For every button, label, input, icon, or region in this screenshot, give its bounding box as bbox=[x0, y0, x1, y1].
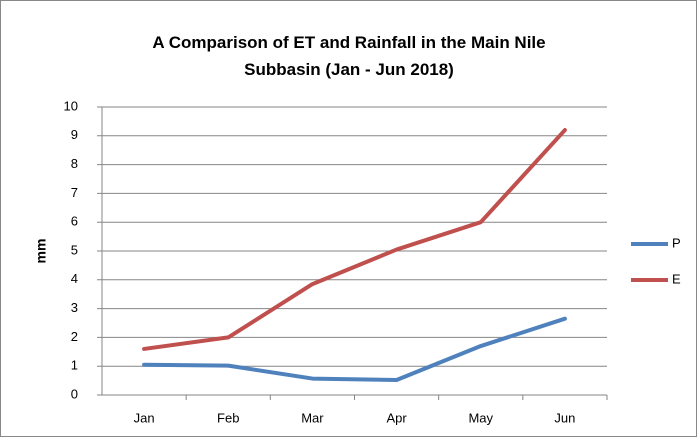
y-tick-label: 7 bbox=[71, 185, 78, 200]
x-tick-label: Mar bbox=[301, 410, 324, 425]
chart-title: A Comparison of ET and Rainfall in the M… bbox=[152, 33, 545, 79]
x-tick-label: Jan bbox=[134, 410, 155, 425]
y-tick-label: 10 bbox=[64, 98, 78, 113]
series-line bbox=[142, 128, 567, 351]
y-tick-label: 1 bbox=[71, 358, 78, 373]
y-tick-label: 6 bbox=[71, 214, 78, 229]
x-tick-label: Feb bbox=[217, 410, 239, 425]
y-tick-label: 2 bbox=[71, 329, 78, 344]
x-tick-label: Apr bbox=[386, 410, 407, 425]
y-axis-title: mm bbox=[33, 239, 49, 264]
series-line bbox=[142, 316, 567, 383]
y-tick-label: 9 bbox=[71, 127, 78, 142]
x-tick-label: Jun bbox=[554, 410, 575, 425]
y-tick-label: 0 bbox=[71, 386, 78, 401]
y-tick-label: 5 bbox=[71, 242, 78, 257]
legend-label: P bbox=[672, 235, 681, 250]
x-tick-label: May bbox=[468, 410, 493, 425]
y-tick-label: 3 bbox=[71, 300, 78, 315]
y-tick-label: 4 bbox=[71, 271, 78, 286]
legend-label: E bbox=[672, 271, 681, 286]
y-tick-label: 8 bbox=[71, 156, 78, 171]
